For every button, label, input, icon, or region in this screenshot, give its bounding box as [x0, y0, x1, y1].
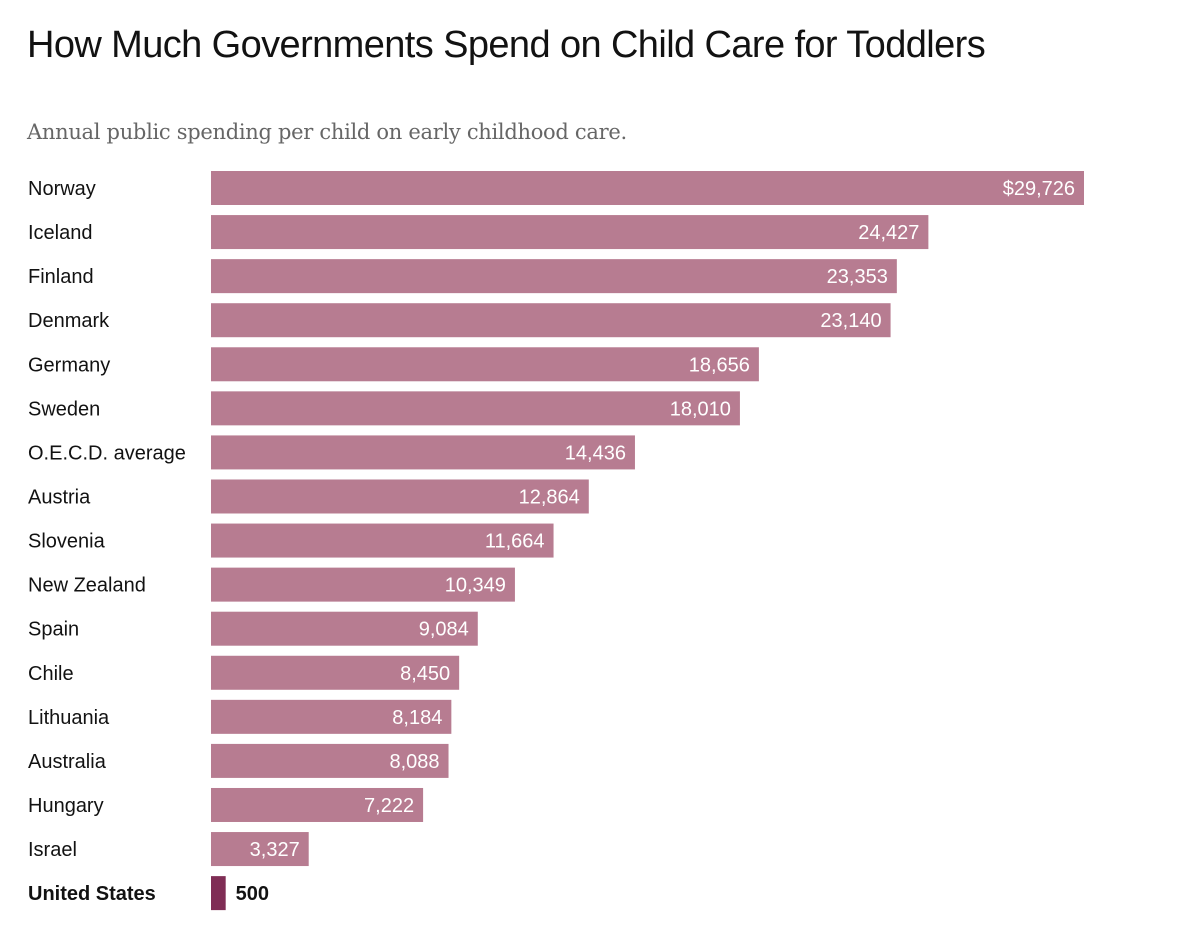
- category-label: New Zealand: [28, 575, 146, 597]
- category-label: O.E.C.D. average: [28, 442, 186, 464]
- bar-finland: [211, 259, 897, 294]
- bar-chile: [211, 655, 460, 690]
- category-label: Norway: [28, 178, 96, 200]
- value-label: 8,450: [400, 663, 450, 685]
- bar-slovenia: [211, 523, 554, 558]
- bar-spain: [211, 611, 478, 646]
- bar-hungary: [211, 787, 424, 822]
- bar-austria: [211, 479, 589, 514]
- bar-iceland: [211, 215, 929, 250]
- chart-title: How Much Governments Spend on Child Care…: [27, 24, 986, 66]
- category-label: Spain: [28, 619, 79, 641]
- value-label: 3,327: [250, 839, 300, 861]
- category-label: Lithuania: [28, 707, 110, 729]
- value-label: 10,349: [445, 575, 506, 597]
- chart-subtitle: Annual public spending per child on earl…: [27, 120, 627, 144]
- bar-new-zealand: [211, 567, 515, 602]
- bar-germany: [211, 347, 759, 382]
- value-label: 8,088: [389, 751, 439, 773]
- value-label: $29,726: [1003, 178, 1075, 200]
- bar-o-e-c-d-average: [211, 435, 635, 470]
- bar-denmark: [211, 303, 891, 338]
- category-label: Chile: [28, 663, 74, 685]
- value-label: 18,010: [670, 398, 731, 420]
- category-label: Sweden: [28, 398, 100, 420]
- bar-lithuania: [211, 699, 452, 734]
- value-label: 12,864: [519, 486, 580, 508]
- bar-sweden: [211, 391, 740, 426]
- bar-australia: [211, 743, 449, 778]
- category-label: Denmark: [28, 310, 110, 332]
- category-label: Finland: [28, 266, 94, 288]
- category-label: Iceland: [28, 222, 93, 244]
- category-label: Israel: [28, 839, 77, 861]
- value-label: 7,222: [364, 795, 414, 817]
- category-label: Hungary: [28, 795, 104, 817]
- value-label: 18,656: [689, 354, 750, 376]
- value-label: 14,436: [565, 442, 626, 464]
- category-label: Australia: [28, 751, 107, 773]
- category-label: Slovenia: [28, 531, 106, 553]
- value-label: 500: [236, 883, 269, 905]
- bar-united-states: [211, 876, 226, 911]
- value-label: 9,084: [419, 619, 469, 641]
- category-label: Germany: [28, 354, 110, 376]
- value-label: 8,184: [392, 707, 442, 729]
- value-label: 24,427: [858, 222, 919, 244]
- value-label: 23,140: [820, 310, 881, 332]
- category-label: Austria: [28, 486, 91, 508]
- category-label: United States: [28, 883, 156, 905]
- bar-israel: [211, 832, 309, 867]
- value-label: 23,353: [827, 266, 888, 288]
- bar-norway: [211, 171, 1084, 205]
- value-label: 11,664: [485, 531, 545, 553]
